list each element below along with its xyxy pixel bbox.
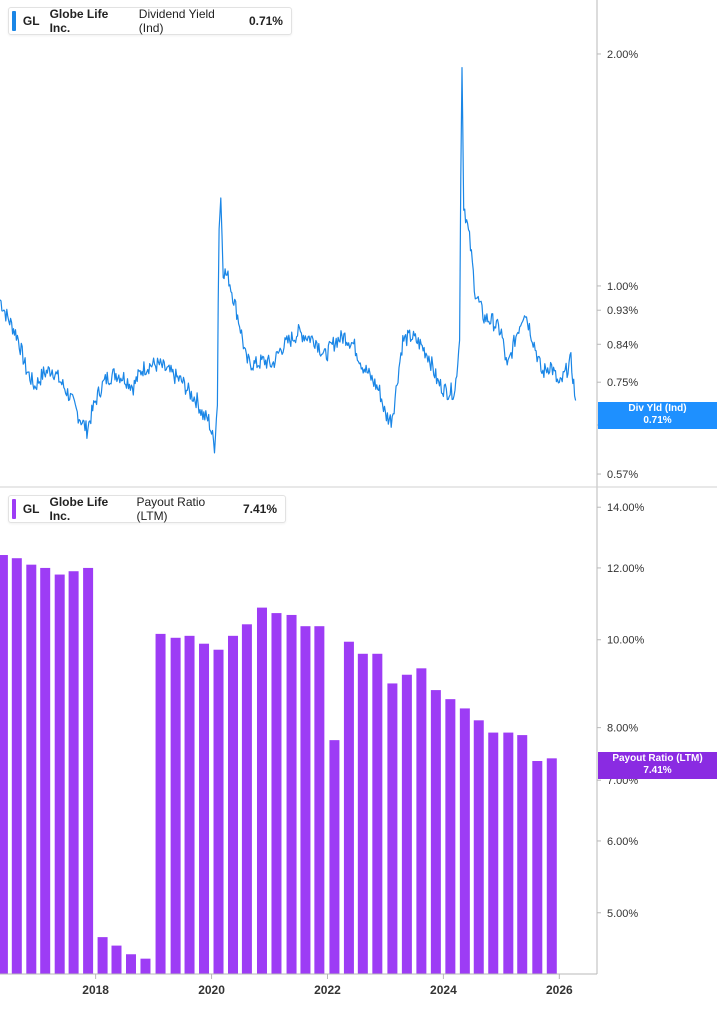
x-tick-label: 2022 <box>314 983 341 997</box>
payout-bar <box>473 720 484 974</box>
payout-end-label-value: 7.41% <box>643 765 672 776</box>
payout-bar <box>445 699 456 974</box>
payout-legend[interactable]: GL Globe Life Inc. Payout Ratio (LTM) 7.… <box>8 495 286 523</box>
payout-y-tick-label: 12.00% <box>607 563 645 575</box>
payout-bar <box>228 635 239 974</box>
payout-bar <box>125 954 136 974</box>
payout-bar <box>314 626 325 974</box>
payout-bar <box>517 735 528 974</box>
payout-ratio-panel <box>0 555 557 974</box>
yield-legend-value: 0.71% <box>248 14 283 28</box>
yield-end-label-name: Div Yld (Ind) <box>628 403 687 414</box>
yield-legend-swatch <box>12 11 16 31</box>
payout-bar <box>416 668 427 974</box>
payout-legend-metric: Payout Ratio (LTM) <box>136 495 206 523</box>
dividend-yield-panel <box>0 67 577 454</box>
payout-y-tick-label: 14.00% <box>607 502 645 514</box>
x-tick-label: 2026 <box>546 983 573 997</box>
yield-legend[interactable]: GL Globe Life Inc. Dividend Yield (Ind) … <box>8 7 292 35</box>
payout-bar <box>372 653 383 974</box>
payout-bar <box>241 624 252 974</box>
payout-bar <box>26 564 37 974</box>
payout-bar <box>40 567 51 974</box>
payout-end-label: Payout Ratio (LTM) 7.41% <box>598 752 717 779</box>
payout-bar <box>430 690 441 974</box>
payout-bar <box>170 637 181 974</box>
payout-bar <box>300 626 311 974</box>
payout-y-tick-label: 8.00% <box>607 723 638 735</box>
payout-bar <box>111 945 122 974</box>
payout-legend-ticker: GL <box>22 502 40 516</box>
payout-bar <box>68 571 79 974</box>
payout-bar <box>155 633 166 974</box>
payout-bar <box>546 758 557 974</box>
payout-bar <box>387 683 398 974</box>
payout-bar <box>256 607 267 974</box>
yield-y-tick-label: 0.57% <box>607 469 638 481</box>
dividend-yield-line <box>0 67 577 454</box>
yield-y-tick-label: 0.93% <box>607 305 638 317</box>
payout-bar <box>11 558 22 974</box>
payout-bar <box>401 674 412 974</box>
payout-y-tick-label: 6.00% <box>607 836 638 848</box>
x-tick-label: 2018 <box>82 983 109 997</box>
yield-legend-company: Globe Life Inc. <box>49 7 109 35</box>
payout-bar <box>459 708 470 974</box>
yield-end-label: Div Yld (Ind) 0.71% <box>598 402 717 429</box>
payout-bar <box>97 937 108 974</box>
x-tick-label: 2020 <box>198 983 225 997</box>
yield-y-tick-label: 0.84% <box>607 339 638 351</box>
payout-bar <box>184 635 195 974</box>
payout-bar <box>503 732 514 974</box>
payout-bar <box>357 653 368 974</box>
payout-legend-company: Globe Life Inc. <box>49 495 109 523</box>
yield-legend-ticker: GL <box>22 14 40 28</box>
payout-legend-value: 7.41% <box>242 502 277 516</box>
payout-legend-swatch <box>12 499 16 519</box>
payout-bar <box>83 567 94 974</box>
payout-bar <box>343 641 354 974</box>
payout-bar <box>213 649 224 974</box>
x-tick-label: 2024 <box>430 983 457 997</box>
payout-bar <box>0 555 8 974</box>
payout-bar <box>488 732 499 974</box>
payout-end-label-name: Payout Ratio (LTM) <box>612 753 703 764</box>
yield-end-label-value: 0.71% <box>643 415 672 426</box>
payout-bar <box>199 643 210 974</box>
yield-y-tick-label: 0.75% <box>607 377 638 389</box>
payout-bar <box>286 614 297 974</box>
payout-bar <box>271 613 282 974</box>
payout-bar <box>329 740 340 974</box>
yield-y-tick-label: 2.00% <box>607 49 638 61</box>
yield-y-tick-label: 1.00% <box>607 281 638 293</box>
yield-legend-metric: Dividend Yield (Ind) <box>138 7 215 35</box>
payout-bar <box>532 761 543 974</box>
payout-y-tick-label: 10.00% <box>607 635 645 647</box>
payout-bar <box>54 574 65 974</box>
payout-bar <box>140 958 151 974</box>
payout-y-tick-label: 5.00% <box>607 908 638 920</box>
